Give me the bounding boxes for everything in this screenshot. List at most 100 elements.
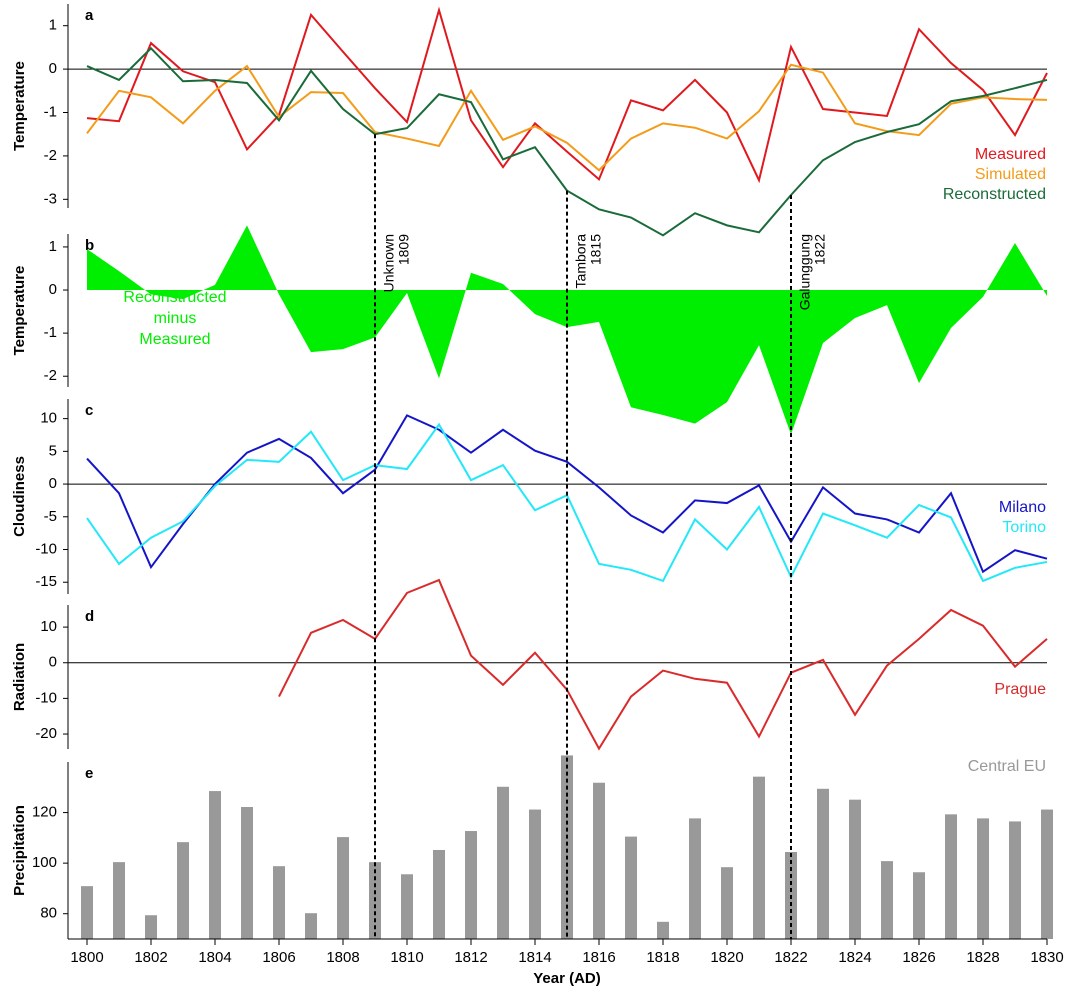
bar — [1009, 821, 1021, 939]
y-tick-label: 0 — [49, 60, 57, 77]
bar — [145, 915, 157, 939]
y-tick-label: 10 — [40, 618, 57, 635]
x-tick-label: 1826 — [902, 949, 935, 966]
y-axis-title: Precipitation — [11, 805, 28, 896]
y-tick-label: 100 — [32, 854, 57, 871]
bar — [721, 867, 733, 939]
x-tick-label: 1818 — [646, 949, 679, 966]
y-axis-title: Temperature — [11, 266, 28, 356]
x-tick-label: 1810 — [390, 949, 423, 966]
y-tick-label: -1 — [44, 103, 57, 120]
bar — [657, 921, 669, 939]
bar — [1041, 809, 1053, 939]
x-tick-label: 1806 — [262, 949, 295, 966]
legend-label: Simulated — [975, 166, 1046, 183]
y-tick-label: -15 — [35, 573, 57, 590]
bar — [817, 788, 829, 939]
x-tick-label: 1800 — [70, 949, 103, 966]
legend-label: Milano — [999, 499, 1046, 516]
difference-area — [87, 225, 1047, 435]
panel-label: e — [85, 765, 93, 782]
bar — [465, 831, 477, 939]
bar — [625, 836, 637, 939]
x-tick-label: 1802 — [134, 949, 167, 966]
x-tick-label: 1812 — [454, 949, 487, 966]
eruption-label: 1822 — [812, 234, 828, 265]
y-tick-label: -10 — [35, 689, 57, 706]
panel-label: a — [85, 7, 94, 24]
y-tick-label: 80 — [40, 905, 57, 922]
y-tick-label: -1 — [44, 324, 57, 341]
y-tick-label: 10 — [40, 410, 57, 427]
y-tick-label: 0 — [49, 654, 57, 671]
x-tick-label: 1828 — [966, 949, 999, 966]
y-tick-label: 1 — [49, 17, 57, 34]
y-tick-label: 0 — [49, 281, 57, 298]
y-tick-label: -3 — [44, 190, 57, 207]
bar — [913, 872, 925, 939]
eruption-label: 1815 — [588, 234, 604, 265]
eruption-label: 1809 — [396, 234, 412, 265]
panel-label: b — [85, 237, 94, 254]
bar — [945, 814, 957, 939]
x-tick-label: 1808 — [326, 949, 359, 966]
legend-line: Measured — [139, 331, 210, 348]
bar — [849, 799, 861, 939]
x-tick-label: 1822 — [774, 949, 807, 966]
y-tick-label: 120 — [32, 804, 57, 821]
x-tick-label: 1824 — [838, 949, 871, 966]
legend-label: Prague — [994, 681, 1046, 698]
bar — [401, 874, 413, 939]
y-tick-label: -5 — [44, 508, 57, 525]
eruption-label: Galunggung — [797, 234, 813, 310]
bar — [273, 866, 285, 939]
legend-line: minus — [154, 310, 197, 327]
eruption-label: Tambora — [573, 234, 589, 289]
bar — [881, 861, 893, 939]
bar — [753, 776, 765, 939]
legend-label: Reconstructed minus Measured — [123, 289, 226, 348]
y-axis-title: Cloudiness — [11, 456, 28, 537]
bar — [305, 913, 317, 939]
y-tick-label: 1 — [49, 238, 57, 255]
legend-label: Measured — [975, 146, 1046, 163]
x-axis-title: Year (AD) — [533, 970, 601, 987]
panel-label: c — [85, 402, 93, 419]
bar — [209, 791, 221, 939]
y-tick-label: -20 — [35, 725, 57, 742]
bar — [177, 842, 189, 939]
eruption-label: Unknown — [381, 234, 397, 292]
bar — [561, 755, 573, 939]
y-tick-label: 5 — [49, 442, 57, 459]
panel-label: d — [85, 608, 94, 625]
bar — [529, 809, 541, 939]
series-line — [86, 46, 1048, 237]
series-line — [86, 414, 1048, 574]
y-axis-title: Temperature — [11, 61, 28, 151]
legend-line: Reconstructed — [123, 289, 226, 306]
bar — [81, 886, 93, 939]
x-tick-label: 1804 — [198, 949, 231, 966]
y-tick-label: -2 — [44, 147, 57, 164]
bar — [433, 849, 445, 939]
legend-label: Central EU — [968, 758, 1046, 775]
bar — [977, 818, 989, 939]
bar — [497, 786, 509, 939]
series-line — [86, 6, 1048, 184]
y-tick-label: 0 — [49, 475, 57, 492]
bar — [241, 807, 253, 939]
x-tick-label: 1814 — [518, 949, 551, 966]
series-line — [278, 578, 1048, 751]
legend-label: Reconstructed — [943, 186, 1046, 203]
bar — [337, 837, 349, 939]
x-tick-label: 1820 — [710, 949, 743, 966]
bar — [689, 818, 701, 939]
y-axis-title: Radiation — [11, 643, 28, 711]
x-tick-label: 1830 — [1030, 949, 1063, 966]
bar — [113, 862, 125, 939]
x-tick-label: 1816 — [582, 949, 615, 966]
legend-label: Torino — [1002, 519, 1046, 536]
y-tick-label: -2 — [44, 367, 57, 384]
y-tick-label: -10 — [35, 540, 57, 557]
